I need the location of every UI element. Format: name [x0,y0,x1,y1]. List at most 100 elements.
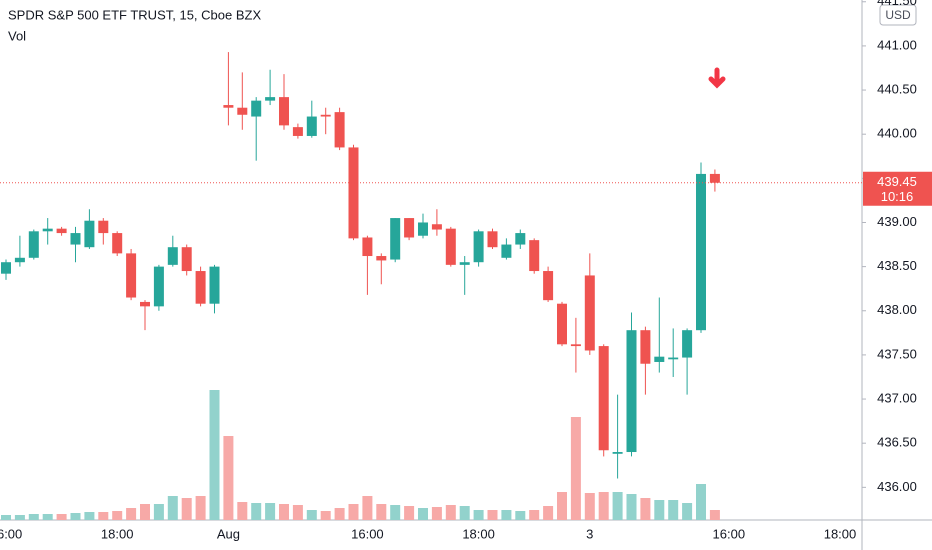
volume-bar [418,508,428,520]
candle-body [570,344,581,347]
volume-bar [167,496,178,520]
volume-bar [501,510,512,520]
volume-bar [654,500,665,520]
x-tick-label: 16:00 [351,526,384,541]
candle-body [153,266,164,307]
candle-body [195,271,206,304]
chart-title: SPDR S&P 500 ETF TRUST, 15, Cboe BZX [8,7,261,22]
volume-bar [14,515,25,520]
volume-bar [570,417,581,520]
candle-body [640,330,651,364]
volume-bar [557,492,567,520]
volume-bar [98,512,109,520]
volume-bar [584,493,595,520]
candle-body [543,271,554,301]
volume-label: Vol [8,28,26,43]
volume-bar [112,511,123,520]
candle-body [501,244,512,258]
volume-bar [709,510,720,520]
volume-bar [251,503,262,520]
candle-body [459,262,470,265]
alert-arrow [708,67,726,89]
plot-area [1,52,720,520]
volume-bar [195,496,206,520]
y-tick-label: 437.50 [877,346,917,361]
candle-body [320,114,331,117]
volume-bar [348,504,359,520]
volume-bar [70,513,81,520]
x-tick-label: 16:00 [713,526,746,541]
volume-bar [1,515,11,520]
candle-body [431,224,442,230]
volume-bar [696,484,706,520]
candle-body [362,237,373,257]
volume-bar [320,511,331,520]
volume-bar [306,510,317,520]
x-tick-label: 18:00 [101,526,134,541]
candle-body [682,330,693,358]
candle-body [42,228,53,232]
y-tick-label: 436.00 [877,479,917,494]
candle-body [376,256,387,261]
y-tick-label: 437.00 [877,390,917,405]
candle-body [251,100,262,117]
volume-bar [459,506,470,520]
volume-bar [682,503,693,520]
candle-body [390,218,401,260]
candle-body [265,97,276,101]
volume-bar [237,502,248,520]
candle-body [598,346,609,451]
candle-body [709,173,720,183]
volume-bar [612,492,623,520]
candle-body [223,105,234,108]
candle-body [181,247,192,272]
y-tick-label: 440.00 [877,126,917,141]
candle-body [515,233,526,245]
y-tick-label: 438.00 [877,302,917,317]
y-tick-label: 439.00 [877,214,917,229]
x-tick-label: 18:00 [462,526,495,541]
candle-body [404,218,415,238]
y-tick-label: 436.50 [877,435,917,450]
candle-body [612,452,623,454]
currency-box[interactable] [879,4,917,26]
candle-body [487,231,498,248]
volume-bar [28,514,39,520]
candle-body [56,228,67,234]
candle-body [84,220,95,248]
candle-body [306,116,317,136]
candle-body [418,222,428,236]
volume-bar [292,505,303,520]
volume-bar [279,504,289,520]
volume-bar [515,511,526,520]
countdown-label: 10:16 [881,189,914,204]
volume-bar [376,504,387,520]
volume-bar [334,508,345,520]
last-price-label: 439.45 [877,174,917,189]
volume-bar [487,510,498,520]
candle-body [584,275,595,351]
volume-bar [362,496,373,520]
x-tick-label: 3 [586,526,593,541]
volume-bar [543,506,554,520]
volume-bar [209,390,220,520]
candle-body [140,301,150,307]
candle-body [98,220,109,234]
candle-body [557,303,567,345]
volume-bar [445,505,456,520]
candle-body [279,97,289,126]
y-tick-label: 441.50 [877,0,917,8]
candle-body [445,228,456,265]
candle-body [292,127,303,136]
volume-bar [598,492,609,520]
volume-bar [404,506,415,520]
candle-body [696,173,706,331]
volume-bar [126,508,137,520]
candle-body [112,233,123,254]
candle-body [70,233,81,245]
x-tick-label: Aug [217,526,240,541]
candle-body [237,107,248,115]
y-tick-label: 441.00 [877,37,917,52]
volume-bar [640,498,651,520]
